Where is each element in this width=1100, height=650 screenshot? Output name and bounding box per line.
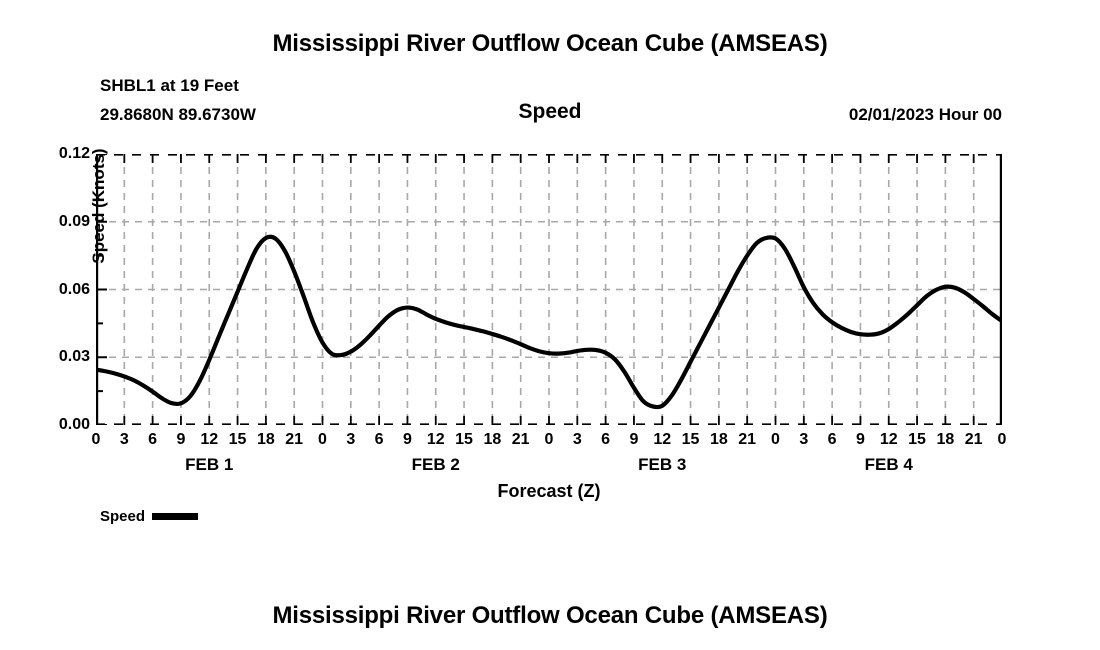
x-axis-day-labels: FEB 1 FEB 2 FEB 3 FEB 4 (96, 456, 1002, 480)
x-tick-label: 6 (148, 431, 158, 448)
panel-title: Speed (518, 100, 582, 123)
x-day-label: FEB 2 (411, 455, 460, 474)
horizontal-gridlines (96, 220, 1002, 359)
y-tick-label: 0.12 (58, 145, 90, 162)
x-tick-label: 3 (119, 431, 129, 448)
x-tick-label: 6 (374, 431, 384, 448)
legend-label: Speed (100, 508, 146, 525)
page-title: Mississippi River Outflow Ocean Cube (AM… (272, 30, 828, 57)
x-tick-label: 9 (402, 431, 412, 448)
footer-title: Mississippi River Outflow Ocean Cube (AM… (272, 602, 828, 629)
legend-color-swatch (152, 513, 199, 520)
x-tick-label: 3 (346, 431, 356, 448)
station-label: SHBL1 at 19 Feet (100, 76, 239, 95)
x-tick-label: 21 (738, 431, 757, 448)
chart-svg (96, 154, 1002, 425)
x-tick-label: 9 (629, 431, 639, 448)
x-tick-label: 15 (908, 431, 926, 448)
vertical-gridlines (123, 154, 975, 425)
x-tick-label: 0 (997, 431, 1007, 448)
x-tick-label: 18 (256, 431, 275, 448)
x-tick-label: 6 (827, 431, 837, 448)
x-tick-label: 15 (228, 431, 247, 448)
x-tick-label: 18 (936, 431, 955, 448)
y-tick-label: 0.03 (58, 348, 90, 366)
speed-series-line (96, 234, 1002, 410)
x-tick-label: 12 (653, 431, 672, 448)
x-tick-label: 0 (771, 431, 780, 448)
y-tick-label: 0.06 (58, 280, 90, 298)
x-tick-label: 0 (91, 431, 101, 448)
x-axis-title: Forecast (Z) (497, 481, 601, 501)
coordinates-label: 29.8680N 89.6730W (100, 105, 256, 124)
x-tick-label: 21 (964, 431, 983, 448)
x-tick-label: 18 (709, 431, 728, 448)
x-tick-label: 15 (681, 431, 700, 448)
x-day-label: FEB 3 (638, 455, 687, 474)
y-axis-tick-labels: 0.00 0.03 0.06 0.09 0.12 (28, 146, 90, 433)
y-tick-label: 0.00 (58, 416, 90, 433)
x-tick-label: 21 (511, 431, 530, 448)
run-time-label: 02/01/2023 Hour 00 (848, 105, 1002, 124)
x-tick-label: 3 (799, 431, 809, 448)
x-tick-label: 21 (285, 431, 304, 448)
x-axis-tick-labels: 0 3 6 9 12 15 18 21 0 3 6 9 12 15 18 21 0 3 6 9 12 15 18 21 0 3 6 9… (92, 431, 1007, 456)
x-tick-label: 0 (544, 431, 554, 448)
x-tick-label: 0 (318, 431, 327, 448)
x-day-label: FEB 1 (185, 455, 234, 474)
x-tick-label: 6 (601, 431, 611, 448)
x-tick-label: 9 (855, 431, 865, 448)
x-tick-label: 12 (426, 431, 445, 448)
x-tick-label: 3 (572, 431, 582, 448)
x-tick-label: 12 (200, 431, 219, 448)
legend: Speed (100, 508, 199, 525)
x-tick-label: 18 (483, 431, 502, 448)
x-tick-label: 9 (176, 431, 186, 448)
x-tick-label: 15 (455, 431, 473, 448)
plot-area (96, 154, 1002, 425)
y-tick-label: 0.09 (58, 212, 90, 230)
x-tick-label: 12 (879, 431, 898, 448)
x-day-label: FEB 4 (864, 455, 913, 474)
